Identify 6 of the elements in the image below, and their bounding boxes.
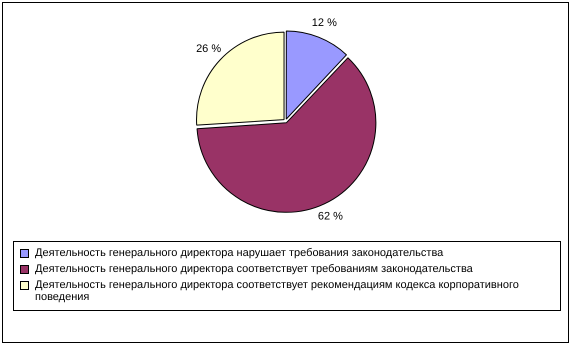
- legend-label: Деятельность генерального директора нарушает требования законодательства: [35, 247, 444, 259]
- legend-label: Деятельность генерального директора соответствует требованиям законодательства: [35, 263, 473, 275]
- data-label: 62 %: [318, 210, 344, 222]
- data-label: 12 %: [312, 16, 338, 29]
- data-label: 26 %: [196, 42, 222, 55]
- legend-label: Деятельность генерального директора соответствует рекомендациям кодекса корпоративного поведения: [35, 279, 520, 303]
